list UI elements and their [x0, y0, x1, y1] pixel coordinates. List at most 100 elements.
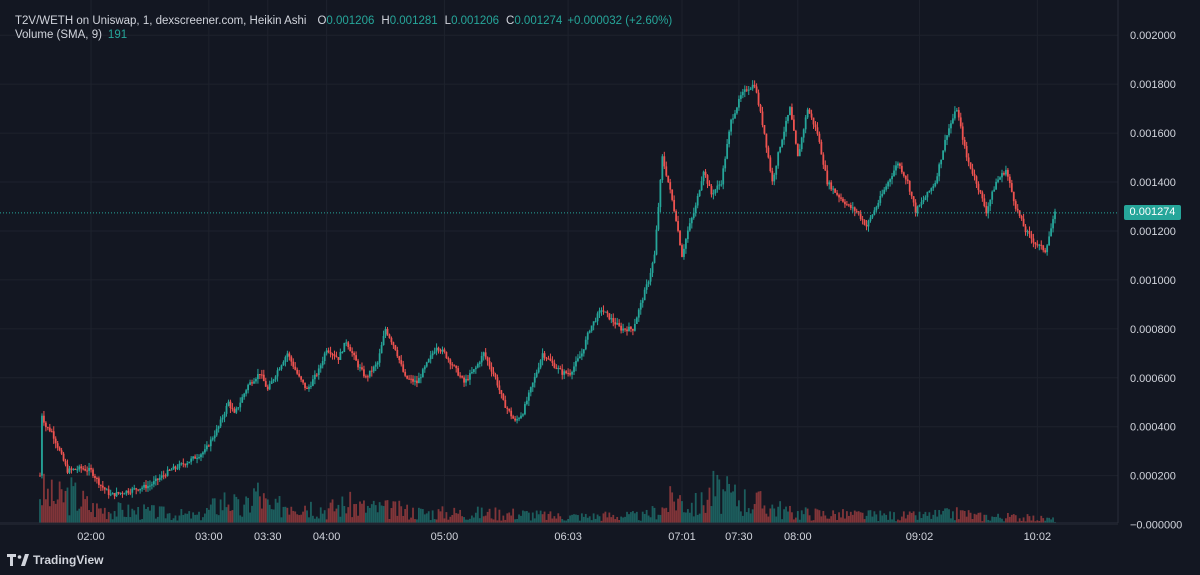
volume-bar — [578, 520, 581, 523]
y-tick-label: 0.000400 — [1130, 422, 1176, 434]
candle-body — [353, 352, 356, 356]
candle-body — [237, 407, 240, 409]
candle-body — [92, 469, 94, 476]
candle-body — [1005, 169, 1007, 175]
candle-body — [859, 213, 862, 219]
candle-body — [74, 468, 77, 470]
candle-body — [675, 211, 677, 222]
volume-bar — [172, 518, 175, 523]
y-tick-label: 0.000800 — [1130, 324, 1176, 336]
volume-bar — [41, 505, 43, 523]
candle-body — [258, 374, 261, 376]
candle-body — [451, 364, 454, 366]
volume-bar — [186, 513, 189, 523]
volume-bar — [734, 484, 736, 523]
volume-bar — [331, 499, 334, 523]
volume-bar — [789, 505, 791, 523]
grid-layer — [0, 0, 1118, 526]
volume-bar — [253, 488, 255, 523]
volume-bar — [657, 514, 660, 523]
candle-body — [251, 382, 253, 384]
candle-body — [965, 145, 968, 158]
candle-body — [769, 157, 772, 172]
candle-body — [423, 366, 426, 370]
candle-body — [221, 417, 224, 420]
candle-body — [327, 350, 330, 353]
candle-body — [1052, 219, 1054, 229]
volume-bar — [482, 516, 485, 523]
volume-bar — [56, 499, 59, 523]
candle-body — [596, 313, 599, 322]
candle-body — [56, 443, 59, 448]
candle-body — [681, 245, 683, 257]
volume-bar — [123, 516, 126, 523]
candle-body — [437, 347, 440, 351]
candle-body — [810, 113, 813, 118]
volume-bar — [319, 507, 322, 523]
candle-body — [677, 221, 679, 231]
candle-body — [103, 487, 106, 490]
candle-body — [46, 427, 49, 429]
candle-body — [667, 175, 670, 183]
candle-body — [1044, 250, 1047, 253]
candle-body — [209, 439, 212, 447]
volume-bar — [139, 519, 142, 523]
candle-body — [808, 109, 811, 114]
volume-bar — [361, 503, 363, 523]
candle-body — [879, 195, 882, 203]
volume-bar — [643, 514, 646, 523]
volume-bar — [524, 511, 526, 523]
volume-bar — [781, 519, 784, 523]
candle-body — [317, 368, 320, 376]
candle-body — [953, 111, 956, 119]
volume-bar — [1050, 519, 1052, 523]
volume-bar — [738, 500, 740, 523]
candle-body — [908, 180, 911, 192]
volume-bar — [792, 519, 795, 523]
volume-bar — [671, 492, 674, 523]
volume-bar — [131, 508, 134, 523]
volume-bar — [665, 507, 668, 523]
candle-body — [386, 328, 389, 335]
volume-bar — [796, 511, 799, 523]
candle-body — [578, 356, 581, 359]
volume-bar — [76, 510, 79, 523]
volume-bar — [207, 509, 210, 523]
candle-body — [412, 378, 414, 382]
volume-bar — [602, 513, 605, 523]
volume-bar — [938, 510, 941, 523]
volume-bar — [467, 519, 469, 523]
candle-body — [235, 408, 238, 413]
volume-bar — [706, 499, 709, 523]
candle-body — [80, 466, 83, 469]
candle-body — [881, 193, 884, 196]
volume-bar — [498, 509, 501, 523]
volume-bar — [1022, 517, 1025, 523]
candle-body — [376, 362, 379, 365]
candle-body — [418, 377, 420, 384]
volume-bar — [893, 512, 895, 523]
volume-bar — [512, 508, 515, 523]
volume-bar — [245, 496, 248, 523]
volume-bar — [129, 517, 132, 523]
volume-bar — [926, 515, 929, 523]
volume-bar — [480, 507, 483, 523]
candle-body — [712, 193, 715, 195]
candle-body — [761, 111, 764, 126]
volume-bar — [255, 491, 257, 523]
volume-bar — [557, 513, 560, 523]
candle-body — [910, 191, 913, 197]
candle-body — [111, 493, 114, 495]
candle-body — [771, 171, 774, 182]
volume-bar — [44, 499, 47, 523]
volume-bar — [266, 499, 269, 523]
candle-body — [313, 374, 316, 380]
volume-bar — [455, 513, 458, 523]
candle-body — [425, 362, 428, 367]
candle-body — [598, 310, 601, 314]
volume-bar — [522, 510, 524, 523]
volume-bar — [272, 509, 275, 523]
tradingview-branding[interactable]: TradingView — [7, 553, 103, 567]
candle-body — [62, 453, 65, 461]
